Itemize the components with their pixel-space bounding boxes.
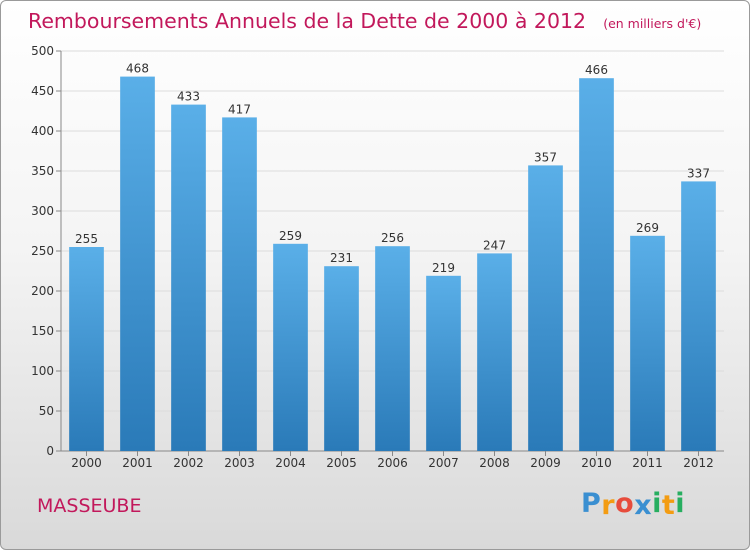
x-tick-label-2004: 2004 (275, 456, 306, 470)
data-label-2005: 231 (330, 251, 353, 265)
data-label-2001: 468 (126, 62, 149, 76)
chart-title: Remboursements Annuels de la Dette de 20… (28, 9, 586, 33)
data-label-2000: 255 (75, 232, 98, 246)
x-tick-label-2006: 2006 (377, 456, 408, 470)
bar-2002 (171, 104, 206, 451)
data-label-2009: 357 (534, 150, 557, 164)
bar-2009 (528, 165, 563, 451)
commune-name: MASSEUBE (37, 495, 142, 517)
brand-letter: t (661, 490, 676, 521)
y-tick-label: 100 (31, 364, 54, 378)
y-tick-label: 50 (39, 404, 54, 418)
data-label-2007: 219 (432, 261, 455, 275)
x-tick-label-2008: 2008 (479, 456, 510, 470)
data-label-2012: 337 (687, 166, 710, 180)
x-tick-label-2005: 2005 (326, 456, 357, 470)
brand-letter: r (601, 490, 616, 521)
y-tick-label: 400 (31, 124, 54, 138)
x-tick-label-2001: 2001 (122, 456, 153, 470)
chart-title-group: Remboursements Annuels de la Dette de 20… (28, 9, 701, 33)
y-tick-label: 450 (31, 84, 54, 98)
y-tick-label: 300 (31, 204, 54, 218)
y-tick-labels: 0 50 100 150 200 250 300 350 400 450 500 (31, 44, 61, 458)
x-tick-label-2011: 2011 (632, 456, 663, 470)
brand-letter: x (634, 490, 653, 521)
data-label-2006: 256 (381, 231, 404, 245)
brand-letter: i (652, 488, 662, 519)
data-label-2003: 417 (228, 102, 251, 116)
data-labels: 255 468 433 417 259 231 256 219 247 357 466 269 337 (75, 62, 710, 275)
x-tick-labels: 2000 2001 2002 2003 2004 2005 2006 2007 2008 2009… (71, 451, 714, 470)
data-label-2004: 259 (279, 229, 302, 243)
y-tick-label: 500 (31, 44, 54, 58)
x-tick-label-2009: 2009 (530, 456, 561, 470)
x-tick-label-2003: 2003 (224, 456, 255, 470)
chart-subtitle: (en milliers d'€) (603, 16, 701, 31)
brand-letter: P (581, 488, 602, 519)
bars (69, 76, 716, 452)
brand-letter: o (615, 488, 635, 519)
y-tick-label: 150 (31, 324, 54, 338)
bar-2011 (630, 235, 665, 451)
y-tick-label: 200 (31, 284, 54, 298)
y-tick-label: 250 (31, 244, 54, 258)
bar-2000 (69, 247, 104, 451)
data-label-2011: 269 (636, 221, 659, 235)
x-tick-label-2012: 2012 (683, 456, 714, 470)
y-tick-label: 0 (46, 444, 54, 458)
x-tick-label-2007: 2007 (428, 456, 459, 470)
bar-2012 (681, 181, 716, 451)
x-tick-label-2010: 2010 (581, 456, 612, 470)
data-label-2010: 466 (585, 63, 608, 77)
bar-2003 (222, 117, 257, 452)
x-tick-label-2000: 2000 (71, 456, 102, 470)
bar-2005 (324, 266, 359, 451)
y-tick-label: 350 (31, 164, 54, 178)
bar-2008 (477, 253, 512, 451)
bar-2004 (273, 243, 308, 451)
bar-2010 (579, 78, 614, 451)
bar-2006 (375, 246, 410, 451)
bar-2001 (120, 76, 155, 451)
brand-logo: Proxiti (581, 488, 686, 521)
x-tick-label-2002: 2002 (173, 456, 204, 470)
brand-letter: i (675, 488, 686, 519)
data-label-2002: 433 (177, 90, 200, 104)
data-label-2008: 247 (483, 238, 506, 252)
bar-2007 (426, 275, 461, 451)
